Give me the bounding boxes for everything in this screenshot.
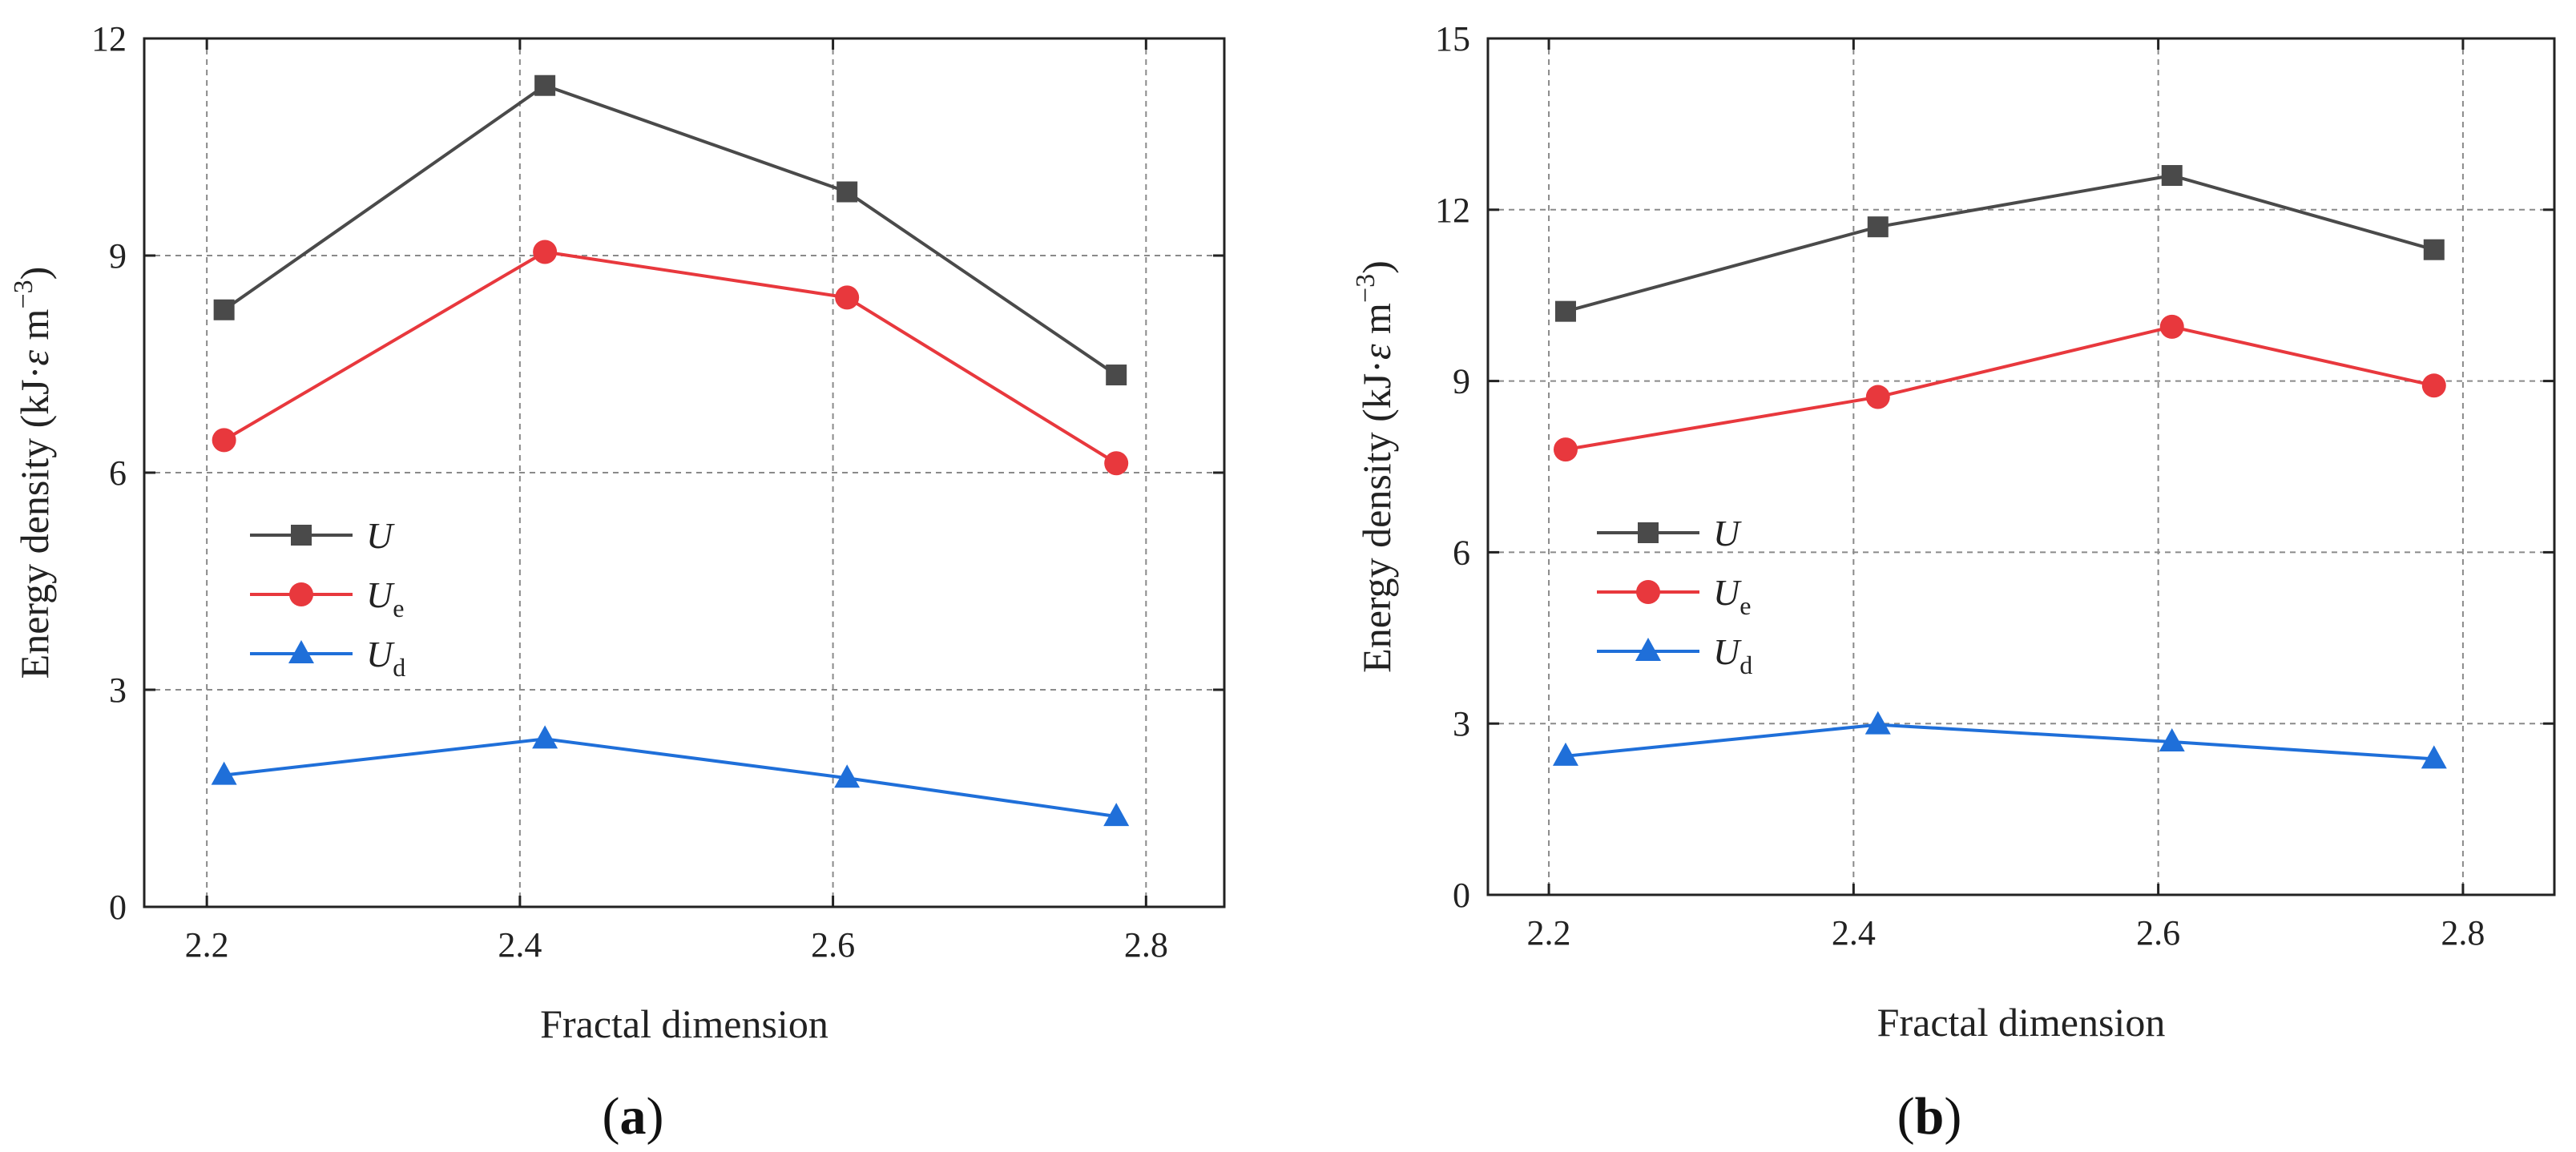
data-point-U	[534, 75, 556, 96]
data-point-U	[2161, 165, 2183, 187]
data-point-Ud	[1864, 711, 1891, 735]
data-point-Ue	[2421, 373, 2446, 398]
data-point-Ud	[1103, 803, 1130, 827]
data-point-Ue	[835, 285, 860, 310]
y-tick-label: 12	[91, 19, 127, 58]
data-point-Ue	[1104, 451, 1129, 476]
y-tick-label: 15	[1435, 19, 1470, 58]
y-tick-label: 6	[109, 453, 127, 493]
y-tick-label: 3	[1453, 704, 1470, 743]
series-line-Ud	[224, 737, 1117, 819]
x-tick-label: 2.8	[1124, 925, 1168, 965]
x-tick-label: 2.4	[498, 925, 542, 965]
data-point-U	[1867, 216, 1889, 238]
series-U	[1554, 165, 2445, 322]
series-line-U	[1565, 173, 2435, 313]
data-point-Ud	[211, 761, 237, 785]
series-line-Ud	[1565, 723, 2434, 761]
legend-marker-U	[291, 525, 312, 546]
series-line-Ue	[1565, 324, 2435, 452]
legend-label-Ue: Ue	[366, 574, 404, 622]
x-axis-title: Fractal dimension	[1877, 1000, 2166, 1045]
data-point-Ud	[532, 725, 558, 749]
legend-label-Ue: Ue	[1713, 572, 1751, 620]
data-point-U	[1106, 365, 1127, 386]
y-tick-label: 9	[109, 236, 127, 276]
legend-marker-Ue	[289, 582, 313, 606]
series-Ue	[212, 240, 1129, 476]
x-tick-label: 2.6	[811, 925, 855, 965]
legend-marker-U	[1638, 522, 1659, 543]
y-tick-label: 6	[1453, 533, 1470, 572]
panel-label-a: (a)	[603, 1087, 664, 1146]
legend: U Ue Ud	[1597, 513, 1752, 679]
x-axis-title: Fractal dimension	[540, 1001, 828, 1046]
y-tick-label: 12	[1435, 191, 1470, 230]
chart-panel-b: 2.2 2.4 2.6 2.8 0 3 6 9 12 15 Fractal dimension Ene…	[1351, 19, 2556, 1045]
data-point-U	[836, 181, 858, 203]
data-point-Ud	[834, 764, 861, 788]
data-point-Ud	[2421, 745, 2447, 769]
legend-label-U: U	[366, 515, 395, 556]
legend-marker-Ud	[1635, 638, 1661, 661]
panel-label-b: (b)	[1897, 1087, 1962, 1146]
data-point-Ue	[1553, 437, 1578, 462]
chart-panel-a: 2.2 2.4 2.6 2.8 0 3 6 9 12 Fractal dimension Energ…	[9, 19, 1226, 1046]
y-tick-label: 9	[1453, 362, 1470, 401]
data-point-Ue	[212, 428, 236, 453]
series-line-U	[223, 83, 1118, 377]
data-point-Ud	[1552, 742, 1578, 766]
data-point-U	[2423, 239, 2445, 260]
y-tick-label: 0	[1453, 876, 1470, 915]
data-point-Ud	[2159, 728, 2185, 752]
legend-marker-Ud	[288, 640, 314, 663]
series-Ud	[1552, 711, 2447, 769]
legend-marker-Ue	[1636, 580, 1660, 604]
y-axis-title: Energy density (kJ·ε m−3)	[1351, 260, 1399, 673]
legend-label-U: U	[1713, 513, 1742, 554]
plot-frame	[1486, 37, 2556, 896]
data-point-U	[1554, 300, 1576, 322]
x-tick-label: 2.6	[2136, 913, 2180, 953]
series-U	[213, 75, 1127, 386]
legend: U Ue Ud	[250, 515, 405, 682]
x-tick-label: 2.2	[185, 925, 229, 965]
y-tick-label: 3	[109, 671, 127, 710]
legend-label-Ud: Ud	[366, 634, 405, 682]
legend-label-Ud: Ud	[1713, 631, 1752, 679]
data-point-U	[213, 299, 235, 320]
x-tick-label: 2.4	[1832, 913, 1876, 953]
data-point-Ue	[2159, 314, 2184, 339]
series-Ud	[211, 725, 1130, 827]
y-axis-title: Energy density (kJ·ε m−3)	[9, 267, 57, 679]
x-tick-label: 2.2	[1527, 913, 1571, 953]
x-tick-label: 2.8	[2441, 913, 2485, 953]
data-point-Ue	[1865, 385, 1890, 409]
y-tick-label: 0	[109, 888, 127, 927]
series-Ue	[1553, 314, 2446, 462]
series-line-Ue	[223, 250, 1118, 465]
data-point-Ue	[533, 240, 558, 264]
